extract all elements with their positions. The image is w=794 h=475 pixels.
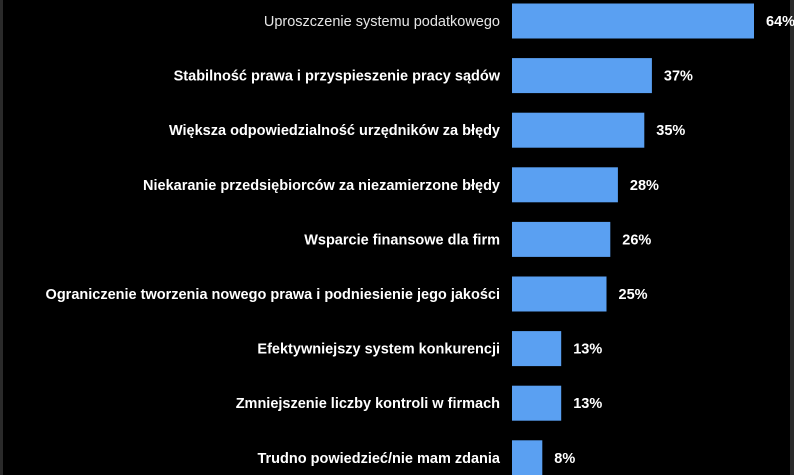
bar-4 (512, 167, 618, 203)
bar-3 (512, 112, 645, 148)
category-label-8: Zmniejszenie liczby kontroli w firmach (236, 396, 500, 412)
value-label-6: 25% (619, 287, 648, 303)
category-label-3: Większa odpowiedzialność urzędników za b… (169, 123, 500, 139)
bar-6 (512, 276, 607, 312)
bar-5 (512, 221, 611, 257)
bar-7 (512, 331, 562, 367)
value-label-1: 64% (766, 14, 794, 30)
value-label-3: 35% (656, 123, 685, 139)
category-label-5: Wsparcie finansowe dla firm (304, 232, 500, 248)
right-frame-edge (790, 0, 794, 475)
category-label-2: Stabilność prawa i przyspieszenie pracy … (174, 69, 501, 85)
value-label-8: 13% (573, 396, 602, 412)
value-label-4: 28% (630, 178, 659, 194)
value-label-2: 37% (664, 69, 693, 85)
category-label-6: Ograniczenie tworzenia nowego prawa i po… (46, 287, 500, 303)
value-label-5: 26% (622, 232, 651, 248)
category-label-4: Niekaranie przedsiębiorców za niezamierz… (143, 178, 500, 194)
category-label-7: Efektywniejszy system konkurencji (257, 342, 500, 358)
bar-2 (512, 58, 652, 94)
bar-9 (512, 440, 543, 475)
left-frame-edge (0, 0, 3, 475)
category-label-1: Uproszczenie systemu podatkowego (264, 14, 500, 30)
bar-8 (512, 385, 562, 421)
value-label-9: 8% (554, 451, 575, 467)
bar-1 (512, 3, 754, 39)
value-label-7: 13% (573, 342, 602, 358)
category-label-9: Trudno powiedzieć/nie mam zdania (257, 451, 500, 467)
